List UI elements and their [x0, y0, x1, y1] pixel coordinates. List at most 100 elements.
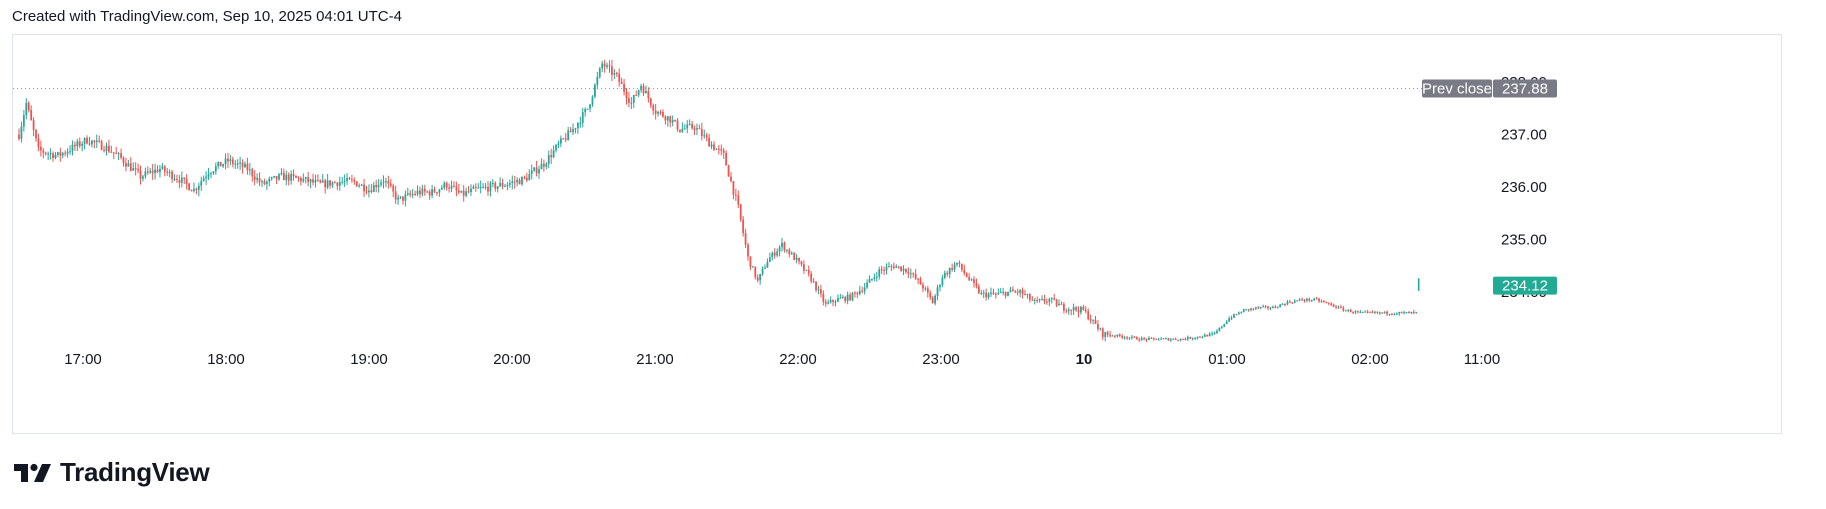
- candle-body: [761, 268, 764, 275]
- candle: [1325, 301, 1328, 304]
- candle-body: [1357, 311, 1359, 313]
- candle: [265, 180, 268, 191]
- candle: [377, 179, 380, 193]
- candle-body: [484, 186, 487, 188]
- candle-body: [1004, 292, 1007, 296]
- candle: [1395, 312, 1398, 316]
- candle-body: [270, 177, 273, 179]
- candle-body: [1240, 312, 1243, 314]
- candle: [946, 270, 949, 277]
- candle: [81, 141, 84, 152]
- candle-body: [691, 123, 694, 129]
- candle-body: [1031, 299, 1034, 301]
- candle: [190, 189, 193, 192]
- candle: [460, 190, 463, 194]
- candle: [1067, 307, 1070, 315]
- candle: [535, 160, 538, 177]
- candle-body: [679, 129, 681, 132]
- candle: [900, 266, 902, 272]
- candle: [392, 183, 395, 198]
- candle-body: [1342, 307, 1345, 311]
- candle-body: [620, 81, 623, 85]
- tradingview-brand[interactable]: TradingView: [14, 457, 210, 488]
- candle-body: [462, 190, 465, 196]
- candle-body: [385, 181, 387, 183]
- candle-body: [470, 188, 472, 193]
- candle-body: [450, 185, 453, 189]
- candle-body: [1114, 335, 1116, 337]
- candle: [1274, 304, 1277, 309]
- candle: [86, 135, 88, 145]
- candle: [168, 169, 171, 178]
- candle: [251, 167, 254, 182]
- candle: [1097, 320, 1099, 332]
- candle-body: [1371, 312, 1374, 314]
- candle: [56, 151, 59, 158]
- candle: [256, 173, 259, 184]
- candle: [1104, 331, 1107, 342]
- candle-body: [1242, 309, 1245, 313]
- candle: [470, 184, 472, 196]
- candle-body: [642, 85, 645, 94]
- candle: [139, 165, 142, 185]
- candle: [129, 157, 132, 172]
- candle-body: [1415, 312, 1418, 314]
- candle: [504, 184, 506, 188]
- candle: [868, 275, 871, 283]
- candle-body: [919, 279, 922, 285]
- candle-body: [953, 264, 956, 270]
- candle-body: [231, 159, 234, 165]
- candle: [1405, 311, 1408, 314]
- candle-body: [725, 152, 728, 166]
- candle: [717, 145, 720, 155]
- candle: [888, 261, 890, 268]
- candle: [1045, 298, 1048, 305]
- candle-body: [49, 153, 52, 155]
- candle-body: [117, 153, 120, 155]
- candle-body: [586, 108, 589, 110]
- candle: [1242, 308, 1245, 313]
- candle-body: [1344, 310, 1347, 312]
- candle: [421, 184, 424, 197]
- candle: [820, 284, 822, 298]
- candle-body: [251, 169, 254, 177]
- last-price-badge-bg: [1493, 276, 1557, 295]
- candle: [1279, 303, 1282, 308]
- candle-body: [326, 180, 329, 188]
- candle-body: [917, 278, 919, 280]
- candle-body: [1131, 336, 1133, 338]
- candle-body: [52, 153, 54, 158]
- candle-body: [997, 292, 1000, 295]
- candle-body: [1281, 304, 1284, 306]
- candle-body: [416, 190, 419, 195]
- candle: [606, 62, 608, 70]
- candle-body: [355, 181, 358, 187]
- candle: [394, 185, 397, 204]
- candle: [402, 196, 404, 205]
- candle-body: [35, 129, 37, 139]
- candle-body: [542, 163, 545, 167]
- candle: [562, 137, 565, 140]
- candle: [973, 276, 975, 288]
- candle-body: [603, 63, 606, 67]
- chart-created-caption: Created with TradingView.com, Sep 10, 20…: [12, 8, 402, 25]
- candle: [1408, 311, 1410, 314]
- candle-body: [1007, 291, 1009, 296]
- candle: [1203, 333, 1206, 337]
- time-axis[interactable]: 17:00 18:00 19:00 20:00 21:00 22:00 23:00 10 01:…: [64, 351, 1500, 368]
- candle: [669, 115, 672, 128]
- candle-body: [834, 301, 837, 303]
- candle: [1206, 334, 1209, 337]
- time-tick-label: 02:00: [1351, 351, 1389, 368]
- candle-body: [975, 282, 978, 287]
- candle-body: [1167, 338, 1170, 341]
- candle: [1087, 308, 1090, 321]
- candle: [734, 188, 737, 201]
- candle-body: [1080, 306, 1082, 313]
- candle-body: [1169, 339, 1172, 341]
- candle: [1186, 335, 1189, 341]
- candle: [52, 151, 54, 162]
